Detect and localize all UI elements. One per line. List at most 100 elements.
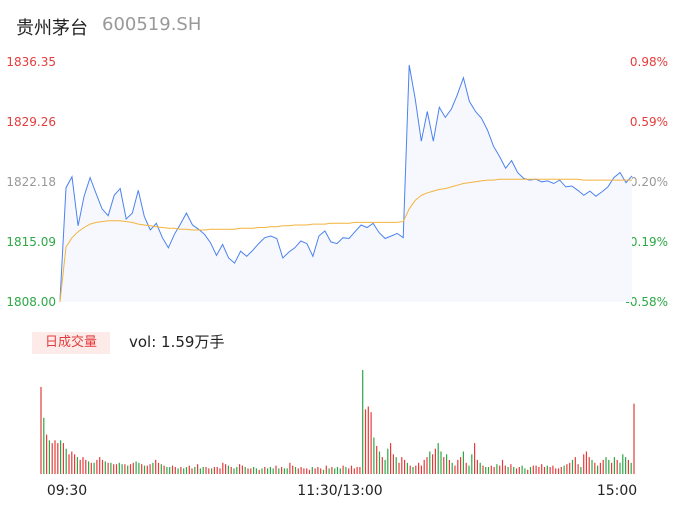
- volume-bar: [107, 462, 109, 474]
- volume-bar: [571, 459, 574, 474]
- volume-bar: [580, 467, 582, 474]
- avg-price-line: [59, 178, 632, 303]
- volume-bar: [43, 417, 45, 474]
- volume-bar: [76, 457, 78, 474]
- volume-text: vol: 1.59万手: [129, 333, 225, 351]
- volume-bar: [183, 468, 185, 474]
- volume-bar: [432, 454, 434, 474]
- volume-bar: [71, 451, 73, 474]
- volume-bar: [155, 459, 157, 474]
- volume-bar: [149, 464, 151, 474]
- volume-bar: [549, 467, 551, 474]
- volume-bar: [527, 469, 529, 474]
- price-area: [60, 65, 632, 302]
- volume-bar: [364, 409, 367, 474]
- volume-bar: [504, 465, 506, 474]
- volume-bar: [460, 457, 462, 474]
- stock-name: 贵州茅台: [16, 18, 88, 39]
- volume-bar: [250, 468, 252, 474]
- volume-bar: [272, 468, 274, 474]
- volume-bar: [177, 468, 179, 474]
- volume-bar: [362, 370, 364, 474]
- volume-bar: [367, 406, 369, 474]
- volume-bar: [278, 468, 280, 474]
- volume-bar: [339, 468, 341, 474]
- volume-bar: [60, 440, 62, 474]
- volume-bar: [370, 412, 372, 474]
- volume-bar: [244, 467, 246, 474]
- volume-bar: [437, 443, 439, 474]
- volume-bar: [555, 468, 557, 474]
- x-tick: 15:00: [597, 483, 637, 499]
- volume-bar: [390, 443, 392, 474]
- volume-bar: [297, 468, 299, 474]
- volume-bar: [462, 451, 464, 474]
- volume-bar: [239, 464, 241, 474]
- volume-bar: [104, 461, 106, 474]
- y-tick-left: 1829.26: [6, 115, 56, 129]
- volume-bar: [199, 468, 201, 474]
- volume-bar: [132, 462, 134, 474]
- volume-bar: [625, 457, 627, 474]
- volume-bar: [336, 467, 339, 474]
- volume-bar: [392, 454, 394, 474]
- volume-bar: [166, 467, 168, 474]
- volume-bar: [342, 465, 344, 474]
- volume-bar: [348, 468, 350, 474]
- volume-bar: [560, 467, 562, 474]
- volume-bar: [446, 454, 448, 474]
- volume-bar: [345, 467, 347, 474]
- volume-bar: [283, 468, 285, 474]
- volume-bar: [552, 465, 554, 474]
- volume-bar: [602, 459, 604, 474]
- volume-bar: [485, 467, 487, 474]
- volume-bar: [434, 448, 436, 474]
- volume-bar: [261, 468, 263, 474]
- volume-bar: [135, 461, 137, 474]
- volume-bar: [281, 467, 283, 474]
- volume-bar: [521, 465, 523, 474]
- volume-bar: [253, 467, 255, 474]
- volume-bar: [616, 459, 618, 474]
- volume-bar: [188, 465, 190, 474]
- volume-bar: [588, 457, 590, 474]
- volume-bar: [627, 459, 629, 474]
- volume-bar: [138, 462, 140, 474]
- volume-bar: [490, 465, 492, 474]
- volume-bar: [127, 465, 129, 474]
- volume-bar: [331, 467, 333, 474]
- volume-bar: [630, 462, 632, 474]
- volume-bar: [406, 462, 408, 474]
- volume-bar: [303, 468, 305, 474]
- volume-bar: [230, 467, 232, 474]
- volume-bar: [225, 464, 227, 474]
- volume-bar: [518, 467, 520, 474]
- volume-bar: [54, 440, 56, 474]
- volume-bar: [51, 443, 53, 474]
- volume-bar: [74, 454, 76, 474]
- volume-bar: [255, 468, 257, 474]
- volume-bar: [515, 468, 518, 474]
- volume-tag[interactable]: 日成交量: [32, 332, 110, 354]
- volume-bar: [538, 467, 540, 474]
- volume-bar: [289, 462, 291, 474]
- volume-bar: [216, 467, 218, 474]
- volume-bar: [619, 462, 621, 474]
- x-tick: 11:30/13:00: [297, 483, 382, 499]
- volume-bar: [121, 464, 123, 474]
- volume-bar: [535, 465, 537, 474]
- volume-bar: [451, 462, 453, 474]
- volume-bar: [633, 403, 635, 474]
- volume-bar: [376, 445, 378, 474]
- volume-bar: [194, 467, 196, 474]
- volume-bar: [543, 467, 546, 474]
- y-tick-left: 1822.18: [6, 175, 56, 189]
- volume-bar: [211, 468, 213, 474]
- volume-bar: [143, 465, 146, 474]
- volume-bar: [546, 465, 548, 474]
- volume-bar: [247, 468, 249, 474]
- volume-bar: [557, 468, 560, 474]
- volume-bar: [384, 459, 386, 474]
- volume-bar: [292, 465, 294, 474]
- volume-bar: [457, 459, 459, 474]
